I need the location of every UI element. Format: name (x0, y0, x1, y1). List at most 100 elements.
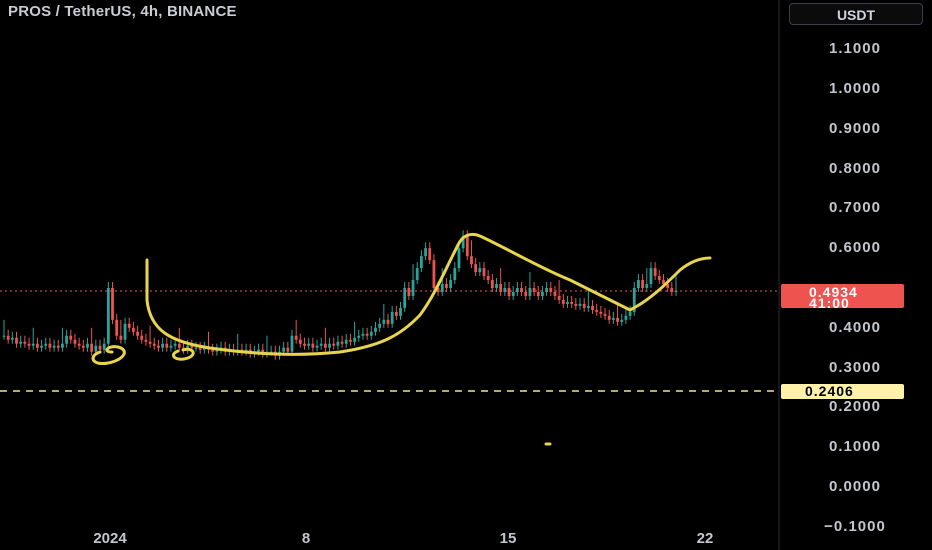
candle-body (415, 268, 419, 281)
candle-body (499, 284, 503, 292)
currency-button[interactable]: USDT (789, 3, 923, 25)
candle-body (445, 284, 448, 288)
candle-body (465, 236, 469, 257)
candle-body (73, 339, 77, 344)
candle-body (177, 343, 181, 348)
candle-body (315, 345, 319, 348)
candle-body (574, 303, 578, 306)
candle-body (611, 317, 615, 320)
candle-body (662, 280, 665, 285)
candle-body (173, 343, 177, 346)
candle-body (511, 291, 515, 296)
candle-body (507, 288, 511, 296)
candle-body (616, 317, 619, 322)
candle-body (649, 268, 653, 285)
candle-body (35, 343, 39, 348)
candle-body (307, 343, 311, 346)
candle-body (140, 335, 144, 340)
candle-body (657, 276, 661, 281)
candle-body (607, 315, 611, 320)
candle-body (632, 288, 636, 312)
candle-body (257, 349, 261, 352)
candle-body (524, 291, 528, 296)
candle-body (582, 303, 586, 308)
candle-body (428, 248, 432, 261)
horizontal-line-value: 0.2406 (805, 383, 854, 399)
candle-body (666, 284, 670, 288)
candle-body (591, 305, 594, 310)
candle-body (349, 339, 352, 342)
candle-body (578, 303, 582, 306)
candle-body (344, 339, 348, 344)
candle-body (157, 345, 160, 348)
candle-body (190, 345, 194, 348)
candle-body (470, 256, 473, 265)
candle-body (77, 343, 81, 346)
candle-body (86, 343, 89, 348)
candle-body (453, 268, 457, 281)
candle-body (269, 351, 273, 353)
candle-body (298, 339, 302, 344)
candle-body (515, 288, 519, 292)
candle-body (119, 335, 123, 340)
candle-body (495, 284, 498, 288)
candle-body (378, 323, 382, 328)
y-tick-label: 0.7000 (829, 199, 881, 217)
candle-body (353, 337, 357, 342)
candle-body (403, 288, 407, 308)
candle-body (81, 345, 85, 348)
candle-body (152, 343, 156, 346)
candle-body (115, 319, 119, 336)
y-tick-label: 1.0000 (829, 80, 881, 97)
last-price-value: 0.4934 (809, 284, 858, 300)
candle-body (365, 333, 369, 336)
candle-body (449, 280, 453, 288)
candle-body (561, 299, 565, 304)
candle-body (27, 343, 31, 346)
y-tick-label: 1.1000 (829, 40, 881, 58)
candle-body (357, 335, 361, 338)
freehand-drawing[interactable] (91, 232, 712, 446)
candle-body (570, 301, 574, 304)
candle-body (670, 288, 674, 292)
candle-body (56, 345, 60, 348)
x-tick-label: 15 (499, 530, 517, 547)
candle-body (319, 343, 323, 346)
drawing-swirl-left (91, 345, 126, 366)
candle-body (282, 347, 286, 352)
candle-body (23, 341, 27, 344)
candle-body (386, 319, 390, 324)
candle-body (48, 343, 52, 348)
candle-body (557, 295, 561, 300)
candles (2, 230, 678, 360)
candle-body (486, 276, 490, 281)
candle-body (628, 311, 632, 316)
candle-body (340, 341, 344, 344)
candle-body (311, 343, 315, 348)
candle-body (136, 331, 139, 336)
candle-body (290, 335, 294, 352)
candle-body (603, 313, 607, 316)
candle-body (90, 343, 94, 352)
x-tick-label: 2024 (93, 530, 127, 547)
candle-body (211, 349, 215, 352)
candle-body (286, 347, 290, 352)
candle-body (390, 311, 394, 324)
candle-body (394, 311, 398, 316)
candle-body (198, 347, 202, 350)
candle-body (599, 311, 603, 314)
candle-body (461, 236, 465, 249)
candle-body (15, 337, 18, 344)
y-tick-label: −0.1000 (824, 517, 886, 535)
candle-body (65, 335, 69, 344)
candle-body (399, 307, 402, 316)
candle-body (424, 248, 427, 257)
candle-body (419, 256, 423, 269)
y-tick-label: 0.2000 (829, 398, 881, 416)
x-tick-label: 8 (301, 530, 311, 547)
candle-body (549, 288, 553, 292)
candle-body (261, 349, 265, 354)
candle-body (586, 305, 590, 308)
candle-body (520, 288, 523, 292)
